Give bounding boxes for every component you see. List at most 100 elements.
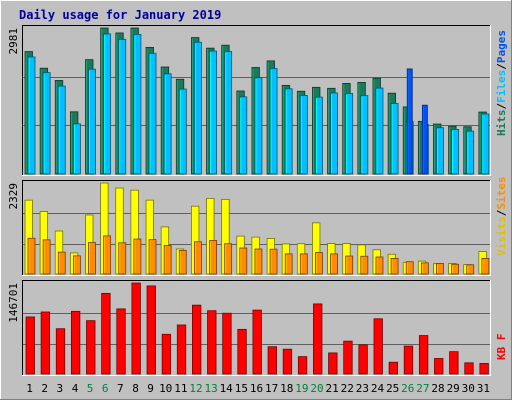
sites-bar xyxy=(194,242,201,274)
day-label: 20 xyxy=(310,382,323,395)
files-bar xyxy=(104,34,111,174)
sites-bar xyxy=(285,254,292,274)
day-label: 18 xyxy=(280,382,293,395)
day-label: 4 xyxy=(72,382,79,395)
kbytes-bar xyxy=(208,311,217,374)
sites-bar xyxy=(331,254,338,274)
day-label: 25 xyxy=(386,382,399,395)
kbytes-bar xyxy=(313,304,322,374)
files-bar xyxy=(315,97,322,174)
kbytes-bar xyxy=(41,312,50,374)
day-label: 14 xyxy=(220,382,234,395)
day-label: 24 xyxy=(371,382,385,395)
kbytes-bar xyxy=(298,357,307,374)
kbytes-bar xyxy=(329,353,338,374)
files-bar xyxy=(179,89,186,174)
files-bar xyxy=(300,95,307,174)
day-label: 30 xyxy=(462,382,475,395)
files-bar xyxy=(225,52,232,174)
day-label: 8 xyxy=(132,382,139,395)
kbytes-bar xyxy=(253,310,262,374)
kbytes-bar xyxy=(480,363,489,374)
kbytes-bar xyxy=(177,325,186,374)
panel-3-ymax-label: 146701 xyxy=(7,283,20,323)
files-bar xyxy=(134,34,141,174)
files-bar xyxy=(452,129,459,174)
day-label: 16 xyxy=(250,382,263,395)
day-label: 1 xyxy=(26,382,33,395)
sites-bar xyxy=(406,262,413,274)
kbytes-bar xyxy=(117,309,126,374)
sites-bar xyxy=(270,249,277,274)
day-label: 31 xyxy=(477,382,490,395)
files-bar xyxy=(58,86,65,174)
panel-1-ymax-label: 2981 xyxy=(7,28,20,55)
files-bar xyxy=(346,93,353,174)
kbytes-bar xyxy=(404,346,413,374)
sites-bar xyxy=(179,250,186,274)
kbytes-bar xyxy=(102,293,111,374)
kbytes-bar xyxy=(268,347,277,374)
sites-bar xyxy=(421,263,428,274)
kbytes-bar xyxy=(87,321,96,374)
kbytes-bar xyxy=(359,345,368,374)
sites-bar xyxy=(376,257,383,274)
sites-bar xyxy=(104,236,111,274)
kbytes-bar xyxy=(374,319,383,374)
files-bar xyxy=(391,103,398,174)
legend-top-item: Hits xyxy=(495,110,508,137)
kbytes-bar xyxy=(450,352,459,374)
sites-bar xyxy=(391,258,398,274)
legend-bottom: KB F xyxy=(495,334,508,361)
chart-panels: 2981 2329 146701 xyxy=(7,25,491,376)
day-label: 13 xyxy=(204,382,217,395)
day-label: 3 xyxy=(56,382,63,395)
files-bar xyxy=(28,57,35,174)
kbytes-bar xyxy=(238,329,247,374)
files-bar xyxy=(467,131,474,174)
kbytes-bar xyxy=(283,349,292,374)
day-label: 28 xyxy=(431,382,444,395)
sites-bar xyxy=(43,240,50,274)
day-label: 27 xyxy=(416,382,429,395)
sites-bar xyxy=(436,263,443,274)
sites-bar xyxy=(346,256,353,274)
files-bar xyxy=(361,96,368,174)
day-label: 11 xyxy=(174,382,187,395)
panel-3: 146701 xyxy=(7,280,491,376)
sites-bar xyxy=(164,245,171,274)
kbytes-bar xyxy=(344,341,353,374)
day-label: 23 xyxy=(356,382,369,395)
files-bar xyxy=(331,93,338,174)
kbytes-bar xyxy=(419,336,428,374)
chart-title: Daily usage for January 2019 xyxy=(19,8,221,22)
files-bar xyxy=(436,128,443,174)
legend-middle: Visits/Sites xyxy=(495,177,508,257)
sites-bar xyxy=(482,258,489,274)
sites-bar xyxy=(300,254,307,274)
legend-top-item: Files xyxy=(495,70,508,103)
sites-bar xyxy=(119,243,126,274)
files-bar xyxy=(255,78,262,174)
sites-bar xyxy=(149,240,156,274)
day-label: 17 xyxy=(265,382,278,395)
kbytes-bar xyxy=(434,358,443,374)
files-bar xyxy=(270,68,277,174)
files-bar xyxy=(482,114,489,174)
panel-2-ymax-label: 2329 xyxy=(7,183,20,210)
day-label: 19 xyxy=(295,382,308,395)
kbytes-bar xyxy=(192,305,201,374)
kbytes-bar xyxy=(26,317,35,374)
files-bar xyxy=(43,73,50,174)
panel-2: 2329 xyxy=(7,180,491,276)
legend-middle-item: Sites xyxy=(495,177,508,210)
day-label: 5 xyxy=(87,382,94,395)
day-label: 2 xyxy=(41,382,48,395)
sites-bar xyxy=(225,244,232,274)
kbytes-bar xyxy=(389,362,398,374)
day-label: 12 xyxy=(189,382,202,395)
sites-bar xyxy=(361,256,368,274)
kbytes-bar xyxy=(465,363,474,374)
legend-bottom-item: KB F xyxy=(495,334,508,361)
day-label: 10 xyxy=(159,382,172,395)
